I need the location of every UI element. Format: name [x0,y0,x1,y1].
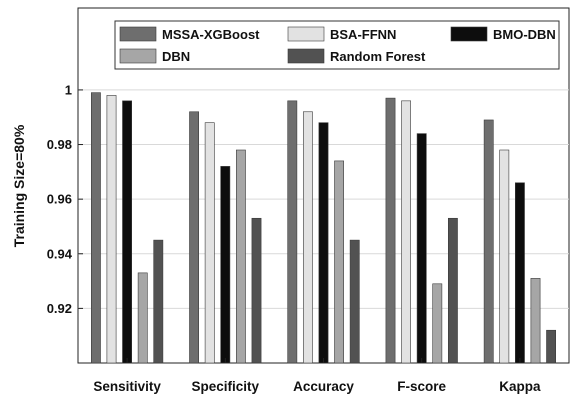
bar-dbn-kappa [530,278,541,364]
legend-label-dbn: DBN [162,49,190,64]
x-tick-label-kappa: Kappa [499,379,541,394]
legend-label-bmo-dbn: BMO-DBN [493,27,556,42]
x-tick-label-specificity: Specificity [192,379,260,394]
bar-mssa-xgboost-kappa [483,119,494,364]
bar-dbn-specificity [236,149,246,364]
bar-random-forest-specificity [251,217,262,364]
legend-swatch-bmo-dbn [450,26,488,42]
bar-mssa-xgboost-specificity [189,111,199,364]
bar-bmo-dbn-accuracy [318,122,329,364]
y-tick-label: 1 [65,82,72,97]
x-tick-label-f-score: F-score [397,379,446,394]
x-tick-label-accuracy: Accuracy [293,379,354,394]
bar-bmo-dbn-f-score [416,133,427,364]
bar-bsa-ffnn-f-score [401,100,411,364]
y-tick-label: 0.92 [47,301,72,316]
bar-mssa-xgboost-f-score [385,97,396,364]
y-tick-label: 0.98 [47,137,72,152]
legend-swatch-random-forest [287,48,325,64]
legend-swatch-dbn [119,48,157,64]
bar-mssa-xgboost-sensitivity [91,92,101,364]
bar-random-forest-f-score [447,217,458,364]
bar-bsa-ffnn-accuracy [302,111,313,364]
bar-random-forest-accuracy [349,239,360,364]
y-axis-title: Training Size=80% [11,124,27,247]
bar-dbn-accuracy [334,160,344,364]
bar-bsa-ffnn-specificity [204,122,215,364]
bar-bsa-ffnn-sensitivity [106,95,117,364]
legend-swatch-bsa-ffnn [287,26,325,42]
bar-bmo-dbn-specificity [220,166,231,364]
bar-bsa-ffnn-kappa [499,149,510,364]
bar-mssa-xgboost-accuracy [287,100,298,364]
bar-bmo-dbn-kappa [514,182,525,364]
bar-random-forest-sensitivity [153,239,164,364]
bar-random-forest-kappa [546,329,556,364]
y-tick-label: 0.94 [47,246,73,261]
y-axis: 0.92 0.94 0.96 0.98 1 [47,82,83,316]
x-axis: Sensitivity Specificity Accuracy F-score Kap… [93,358,541,394]
legend: MSSA-XGBoost BSA-FFNN BMO-DBN DBN Random For… [114,20,560,70]
legend-label-mssa-xgboost: MSSA-XGBoost [162,27,260,42]
y-tick-label: 0.96 [47,192,72,207]
x-tick-label-sensitivity: Sensitivity [93,379,161,394]
bars-layer [91,92,556,364]
legend-label-random-forest: Random Forest [330,49,426,64]
bar-dbn-f-score [432,283,443,364]
bar-bmo-dbn-sensitivity [122,100,132,364]
bar-dbn-sensitivity [137,272,148,364]
legend-swatch-mssa-xgboost [119,26,157,42]
legend-label-bsa-ffnn: BSA-FFNN [330,27,396,42]
